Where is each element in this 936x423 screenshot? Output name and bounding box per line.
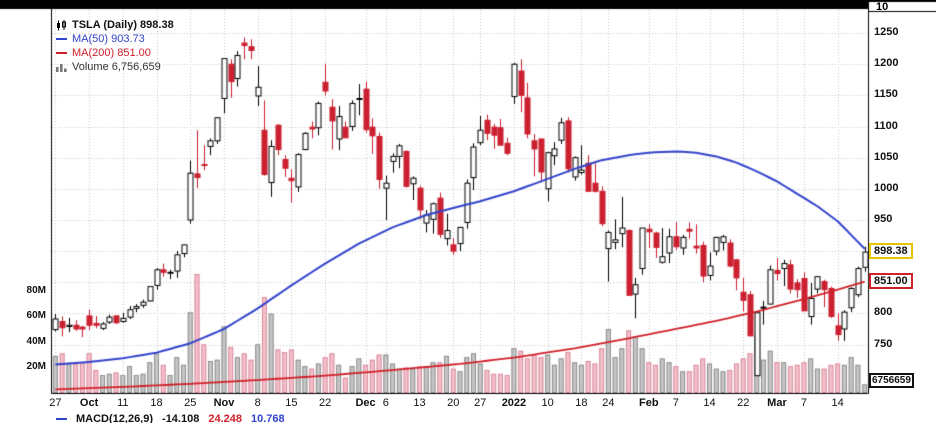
price-tick-label: 1100 <box>874 119 898 132</box>
time-tick-label: 20 <box>447 397 460 409</box>
time-tick-label: 14 <box>703 397 716 409</box>
time-tick-label: 6 <box>382 397 389 409</box>
time-tick-label: 14 <box>831 397 844 409</box>
time-tick-label: Mar <box>767 397 787 409</box>
price-tick-label: 1200 <box>874 57 899 70</box>
time-tick-label: 11 <box>117 397 129 409</box>
price-tick-label: 800 <box>874 306 893 319</box>
time-tick-label: 27 <box>474 397 487 409</box>
volume-legend-label: Volume 6,756,659 <box>72 61 161 73</box>
price-tick-label: 1000 <box>874 181 899 194</box>
volume-tick-label: 60M <box>26 310 46 322</box>
ma200-legend-label: MA(200) 851.00 <box>72 47 151 59</box>
time-tick-label: 27 <box>49 397 62 409</box>
upper-pane-axis-partial-label: 10 <box>876 1 889 13</box>
time-tick-label: 24 <box>602 397 615 409</box>
volume-tick-label: 80M <box>26 284 46 296</box>
time-tick-label: 22 <box>737 397 750 409</box>
price-tick-label: 1050 <box>874 150 899 163</box>
time-tick-label: 18 <box>150 397 163 409</box>
macd-value-3: 10.768 <box>251 413 285 423</box>
time-tick-label: Nov <box>213 397 235 409</box>
candlestick-icon <box>57 19 66 30</box>
ma50-legend-label: MA(50) 903.73 <box>72 33 145 45</box>
symbol-title: TSLA (Daily) 898.38 <box>72 19 174 31</box>
time-tick-label: 10 <box>541 397 554 409</box>
legend-symbol-row: TSLA (Daily) 898.38 <box>56 18 174 32</box>
time-tick-label: 13 <box>413 397 426 409</box>
time-tick-label: 2022 <box>501 397 527 409</box>
volume-tick-label: 20M <box>26 361 46 373</box>
time-tick-label: Oct <box>79 397 99 409</box>
price-tick-label: 750 <box>874 337 893 350</box>
macd-line-swatch <box>56 418 67 420</box>
volume-callout: 6756659 <box>869 373 914 388</box>
macd-legend: MACD(12,26,9) -14.108 24.248 10.768 <box>56 413 285 423</box>
time-tick-label: 18 <box>575 397 588 409</box>
price-tick-label: 1150 <box>874 88 898 101</box>
volume-bars-icon <box>56 64 67 72</box>
price-tick-label: 950 <box>874 212 893 225</box>
macd-value-1: -14.108 <box>162 413 200 423</box>
time-tick-label: 15 <box>285 397 298 409</box>
chart-legend: TSLA (Daily) 898.38 MA(50) 903.73 MA(200… <box>56 18 174 74</box>
time-tick-label: 22 <box>318 397 332 409</box>
macd-value-2: 24.248 <box>208 413 242 423</box>
time-tick-label: 7 <box>800 397 807 409</box>
ma200-line-swatch <box>56 52 67 54</box>
time-tick-label: 8 <box>254 397 261 409</box>
last-price-callout: 898.38 <box>869 243 913 260</box>
volume-tick-label: 40M <box>26 335 46 347</box>
time-tick-label: Dec <box>355 397 376 409</box>
ma50-line-swatch <box>56 38 67 40</box>
legend-ma200-row: MA(200) 851.00 <box>56 46 174 60</box>
ma200-callout: 851.00 <box>869 272 913 289</box>
time-tick-label: 7 <box>672 397 679 409</box>
time-tick-label: Feb <box>639 397 659 409</box>
time-tick-label: 25 <box>184 397 197 409</box>
price-tick-label: 1250 <box>874 26 899 39</box>
legend-volume-row: Volume 6,756,659 <box>56 60 174 74</box>
macd-label: MACD(12,26,9) <box>76 413 154 423</box>
legend-ma50-row: MA(50) 903.73 <box>56 32 174 46</box>
